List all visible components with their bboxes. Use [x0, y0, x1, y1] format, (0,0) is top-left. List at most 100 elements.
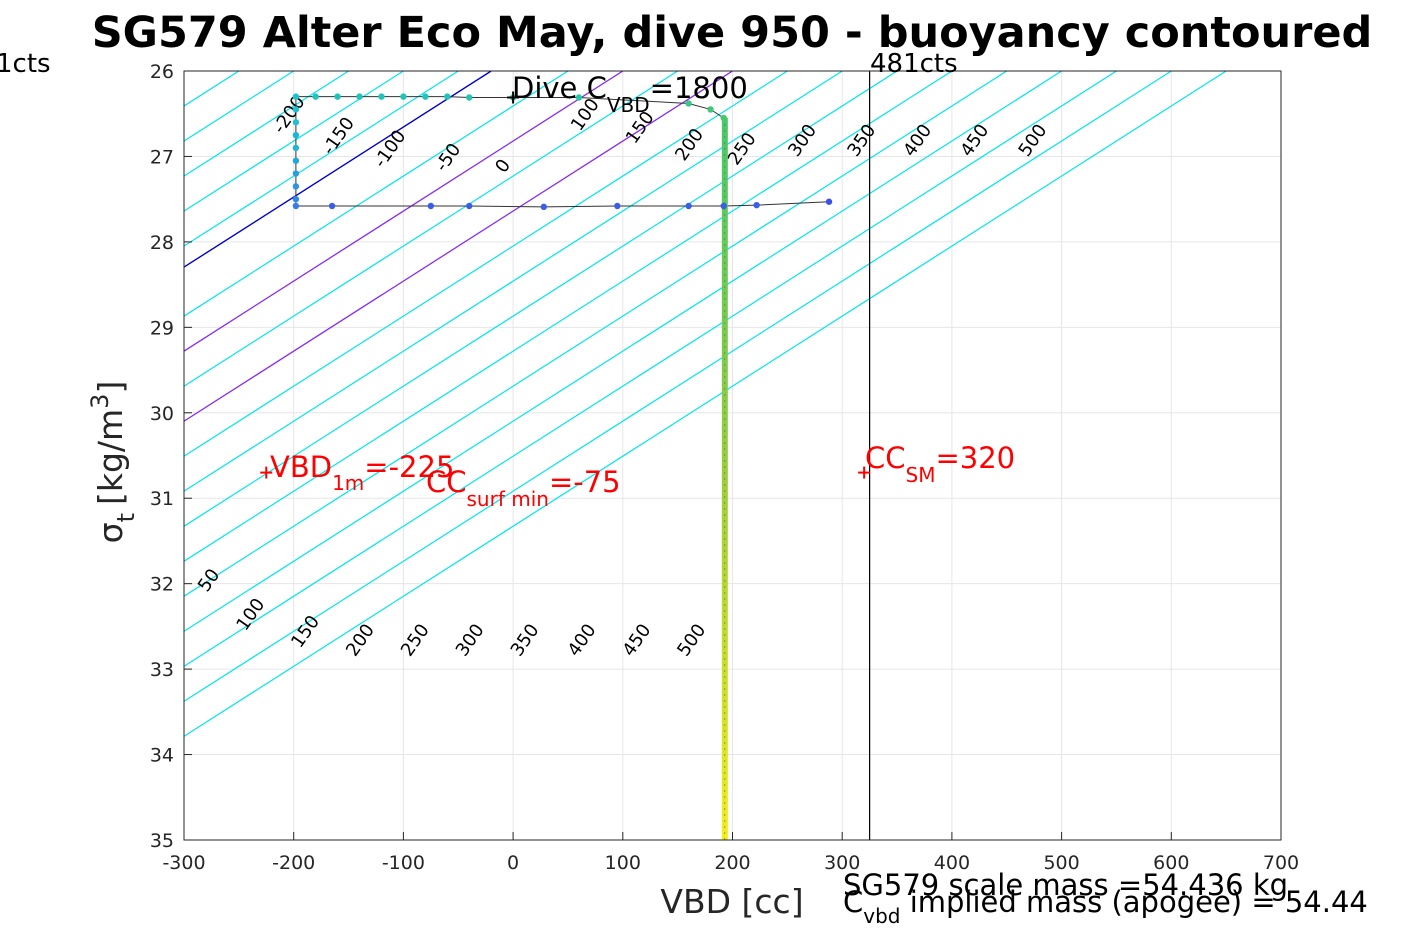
x-tick-label: 100	[605, 852, 641, 874]
contour-line-cyan	[184, 71, 843, 492]
contour-line-cyan	[184, 71, 1117, 668]
scale-mass-text: SG579 scale mass =54.436 kg	[843, 868, 1288, 902]
y-tick-label: 27	[150, 146, 174, 168]
dive-track-line	[295, 201, 830, 208]
climb-track-line	[295, 96, 724, 119]
contour-line-cyan	[184, 71, 898, 527]
track-point	[292, 144, 300, 152]
dive-cvbd-annotation: Dive CVBD=1800	[512, 71, 748, 117]
contour-line-cyan	[184, 71, 678, 387]
x-tick-label: 200	[714, 852, 750, 874]
implied-mass-main: C	[843, 885, 863, 919]
cc-surf-min-annotation: CCsurf min=-75	[426, 465, 621, 511]
x-tick-label: -200	[272, 852, 315, 874]
axes: -300 -200 -100 0 100 200 300 400 500 600 700 26 27 28…	[150, 61, 1299, 874]
vbd-1m-sub: 1m	[332, 471, 364, 495]
track-point	[685, 100, 692, 107]
y-tick-label: 31	[150, 488, 174, 510]
y-axis-label: σt [kg/m3]	[86, 381, 140, 544]
track-point	[707, 106, 714, 113]
x-tick-label: 500	[1043, 852, 1079, 874]
track-point	[292, 93, 300, 100]
track-point	[422, 93, 429, 100]
track-point	[328, 202, 336, 210]
cc-surf-min-sub: surf min	[467, 487, 549, 511]
contour-line-cyan	[184, 71, 459, 247]
dive-cvbd-main: Dive C	[512, 71, 607, 105]
reference-line-label: 481cts	[870, 49, 958, 79]
dive-cvbd-sub: VBD	[607, 93, 650, 117]
track-point	[466, 94, 473, 101]
y-axis-subscript: t	[112, 513, 140, 522]
y-tick-label: 28	[150, 232, 174, 254]
annotation-marker	[858, 466, 871, 479]
track-point	[720, 114, 727, 122]
vbd-1m-main: VBD	[270, 450, 332, 484]
track-point	[292, 183, 300, 190]
y-tick-label: 32	[150, 574, 174, 596]
track-point	[466, 202, 473, 210]
track-point	[292, 106, 300, 113]
contour-line-cyan	[184, 71, 1008, 597]
annotation-marker	[260, 466, 273, 479]
x-tick-label: 400	[934, 852, 970, 874]
vbd-1m-annotation: VBD1m=-225	[270, 450, 454, 495]
track-point	[575, 94, 583, 101]
track-point	[292, 131, 300, 139]
track-point	[614, 202, 621, 210]
x-axis-label: VBD [cc]	[660, 882, 803, 921]
track-point	[753, 201, 760, 209]
cc-surf-min-value: =-75	[549, 465, 621, 499]
y-axis-unit-post: ]	[91, 381, 130, 394]
track-point	[292, 170, 300, 177]
contour-line-cyan	[184, 71, 569, 317]
y-tick-label: 34	[150, 745, 174, 767]
x-tick-label: 300	[824, 852, 860, 874]
x-tick-label: -100	[382, 852, 425, 874]
annotation-marker	[507, 91, 520, 104]
y-axis-sigma: σ	[91, 522, 130, 543]
y-tick-label: 29	[150, 317, 174, 339]
y-tick-label: 33	[150, 659, 174, 681]
track-point	[540, 203, 548, 211]
y-tick-label: 30	[150, 403, 174, 425]
contour-line-cyan	[184, 71, 788, 457]
track-point	[356, 93, 363, 100]
chart-title: SG579 Alter Eco May, dive 950 - buoyancy…	[92, 8, 1373, 58]
contour-line-cyan	[184, 71, 404, 212]
track-point	[292, 119, 300, 126]
track-point	[292, 195, 300, 203]
cc-sm-main: CC	[865, 441, 906, 475]
track-point	[334, 93, 341, 100]
implied-mass-text: Cvbd implied mass (apogee) = 54.44	[843, 885, 1368, 928]
implied-mass-sub: vbd	[863, 904, 900, 928]
track-point	[312, 93, 319, 100]
cc-sm-value: =320	[935, 441, 1015, 475]
x-tick-label: 600	[1153, 852, 1189, 874]
contour-line-cyan	[184, 71, 1227, 738]
contour-line-cyan	[184, 71, 953, 562]
dive-track	[260, 91, 871, 840]
vbd-1m-value: =-225	[364, 450, 454, 484]
y-axis-unit-pre: [kg/m	[91, 409, 130, 505]
track-point	[292, 202, 300, 210]
track-point	[427, 202, 435, 210]
contour-line-cyan	[184, 71, 1062, 633]
buoyancy-contours	[184, 71, 1227, 738]
y-axis-unit-sup: 3	[86, 394, 114, 409]
cc-surf-min-main: CC	[426, 465, 467, 499]
track-point	[825, 198, 833, 205]
track-point	[292, 157, 300, 164]
x-tick-label: 0	[507, 852, 519, 874]
cc-sm-annotation: CCSM=320	[865, 441, 1015, 487]
track-point	[720, 202, 727, 210]
track-point	[378, 93, 385, 100]
implied-mass-value: implied mass (apogee) = 54.44	[900, 885, 1367, 919]
track-point	[444, 93, 451, 100]
contour-line-magenta	[184, 71, 624, 352]
left-top-label: 1cts	[0, 49, 51, 79]
x-tick-label: 700	[1263, 852, 1299, 874]
cc-sm-sub: SM	[906, 463, 936, 487]
track-point	[400, 93, 407, 100]
